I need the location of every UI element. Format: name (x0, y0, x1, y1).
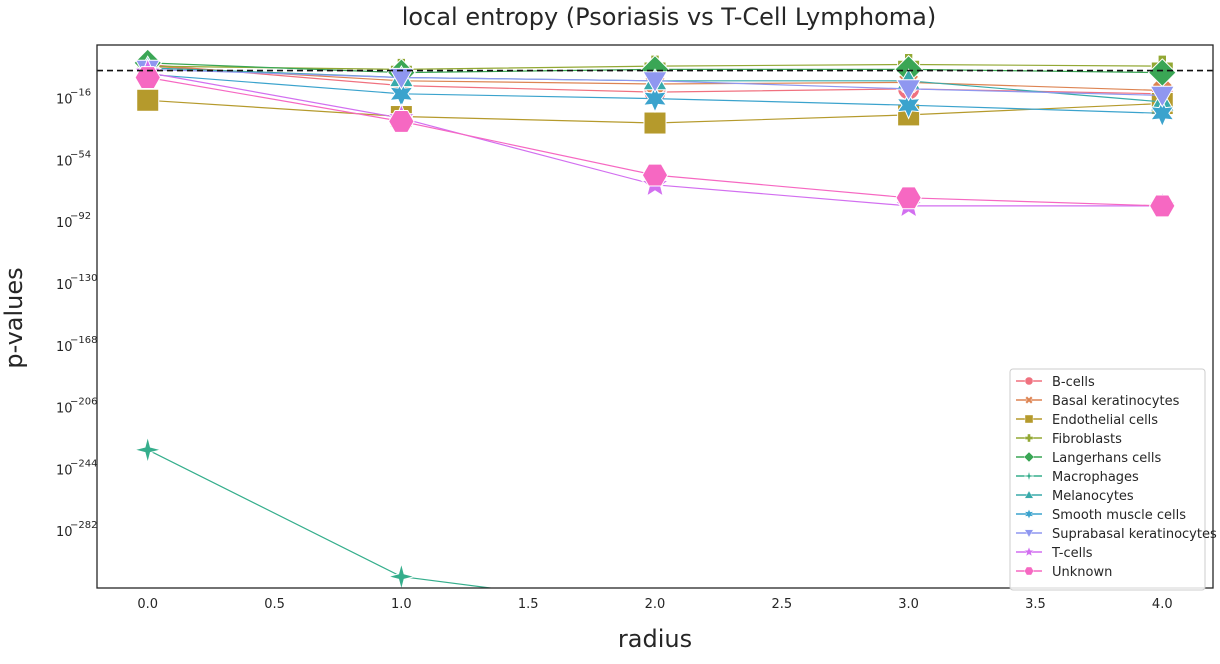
plot-frame (96, 44, 1214, 589)
legend-item-unknown: Unknown (1016, 565, 1112, 580)
series-line-macrophages (147, 449, 496, 588)
legend-marker (1024, 529, 1034, 538)
data-point-smooth-muscle-cells (642, 84, 668, 114)
y-tick-exponent: −244 (70, 458, 97, 469)
legend-label: Melanocytes (1052, 489, 1134, 504)
y-tick-label: 10−130 (56, 273, 97, 293)
legend-label: Smooth muscle cells (1052, 508, 1186, 523)
x-tick-label: 0.0 (137, 597, 158, 612)
series-layer (133, 48, 1177, 588)
legend-marker (1023, 451, 1035, 463)
y-tick-label: 10−282 (56, 520, 97, 540)
legend-label: Endothelial cells (1052, 413, 1158, 428)
legend-box (1009, 368, 1206, 591)
legend-label: Langerhans cells (1052, 451, 1162, 466)
x-tick-label: 3.5 (1025, 597, 1046, 612)
y-tick-label: 10−206 (56, 397, 97, 417)
series-unknown (134, 66, 1176, 218)
y-tick-exponent: −92 (70, 211, 91, 222)
x-tick-label: 2.0 (645, 597, 666, 612)
y-tick-base: 10 (56, 525, 73, 540)
legend-marker (1024, 566, 1034, 576)
chart-title: local entropy (Psoriasis vs T-Cell Lymph… (402, 3, 936, 31)
legend-marker (1024, 433, 1034, 443)
data-point-suprabasal-keratinocytes (388, 67, 415, 91)
data-point-smooth-muscle-cells (1149, 98, 1175, 128)
x-tick-label: 0.5 (264, 597, 285, 612)
data-point-unknown (641, 163, 669, 187)
y-tick-label: 10−16 (56, 88, 91, 108)
data-point-endothelial-cells (643, 111, 667, 135)
y-tick-base: 10 (56, 93, 73, 108)
data-point-endothelial-cells (136, 88, 160, 112)
data-point-unknown (1149, 194, 1176, 218)
y-tick-label: 10−244 (56, 458, 97, 478)
y-tick-exponent: −168 (70, 335, 97, 346)
legend-marker (1024, 508, 1034, 520)
legend-marker (1025, 396, 1033, 404)
legend-label: Unknown (1052, 565, 1112, 580)
y-tick-base: 10 (56, 216, 73, 231)
y-axis-label: p-values (0, 267, 28, 368)
data-point-suprabasal-keratinocytes (642, 71, 668, 94)
y-tick-base: 10 (56, 340, 73, 355)
legend-label: B-cells (1052, 375, 1095, 390)
legend-marker (1024, 414, 1034, 424)
y-tick-exponent: −206 (70, 397, 97, 408)
legend-marker (1023, 470, 1035, 482)
y-tick-label: 10−168 (56, 335, 97, 355)
y-tick-base: 10 (56, 154, 73, 169)
y-tick-base: 10 (56, 402, 73, 417)
legend-label: T-cells (1051, 546, 1093, 561)
data-point-smooth-muscle-cells (896, 90, 922, 120)
data-point-macrophages (386, 561, 415, 588)
data-point-suprabasal-keratinocytes (895, 79, 922, 102)
x-tick-label: 1.5 (518, 597, 539, 612)
y-tick-label: 10−92 (56, 211, 91, 231)
legend-marker (1024, 376, 1034, 386)
y-tick-base: 10 (56, 463, 73, 478)
x-tick-label: 3.0 (898, 597, 919, 612)
x-tick-label: 1.0 (391, 597, 412, 612)
legend-item-smooth-muscle-cells: Smooth muscle cells (1016, 508, 1186, 523)
legend-label: Fibroblasts (1052, 432, 1122, 447)
legend-item-langerhans-cells: Langerhans cells (1016, 451, 1162, 466)
y-tick-exponent: −54 (70, 149, 91, 160)
data-point-unknown (388, 110, 415, 133)
legend-item-fibroblasts: Fibroblasts (1016, 432, 1122, 447)
legend-item-basal-keratinocytes: Basal keratinocytes (1016, 394, 1180, 409)
series-macrophages (134, 436, 496, 588)
legend-item-macrophages: Macrophages (1016, 470, 1139, 485)
x-tick-label: 2.5 (771, 597, 792, 612)
data-point-unknown (895, 186, 922, 210)
x-tick-label: 4.0 (1152, 597, 1173, 612)
y-tick-label: 10−54 (56, 149, 91, 169)
data-point-unknown (134, 66, 161, 89)
legend-item-t-cells: T-cells (1016, 546, 1093, 561)
y-tick-exponent: −282 (70, 520, 97, 531)
legend-label: Basal keratinocytes (1052, 394, 1180, 409)
legend-item-b-cells: B-cells (1016, 375, 1095, 390)
legend-label: Macrophages (1052, 470, 1139, 485)
legend-item-endothelial-cells: Endothelial cells (1016, 413, 1158, 428)
x-axis-label: radius (618, 625, 692, 653)
axis-layer: 0.0 0.5 1.0 1.5 2.0 2.5 3.0 3.5 4.010−1610−5410−… (56, 44, 1214, 612)
y-tick-exponent: −130 (70, 273, 97, 284)
data-point-macrophages (134, 436, 162, 464)
legend-label: Suprabasal keratinocytes (1052, 527, 1217, 542)
y-tick-exponent: −16 (70, 88, 91, 99)
series-suprabasal-keratinocytes (134, 59, 1176, 108)
legend-item-melanocytes: Melanocytes (1016, 489, 1134, 504)
data-point-suprabasal-keratinocytes (1149, 85, 1176, 108)
legend-marker (1024, 490, 1034, 499)
legend-item-suprabasal-keratinocytes: Suprabasal keratinocytes (1016, 527, 1217, 542)
y-tick-base: 10 (56, 278, 73, 293)
legend: B-cells Basal keratinocytes Endothelial ce… (1009, 368, 1217, 591)
legend-marker (1023, 546, 1035, 557)
